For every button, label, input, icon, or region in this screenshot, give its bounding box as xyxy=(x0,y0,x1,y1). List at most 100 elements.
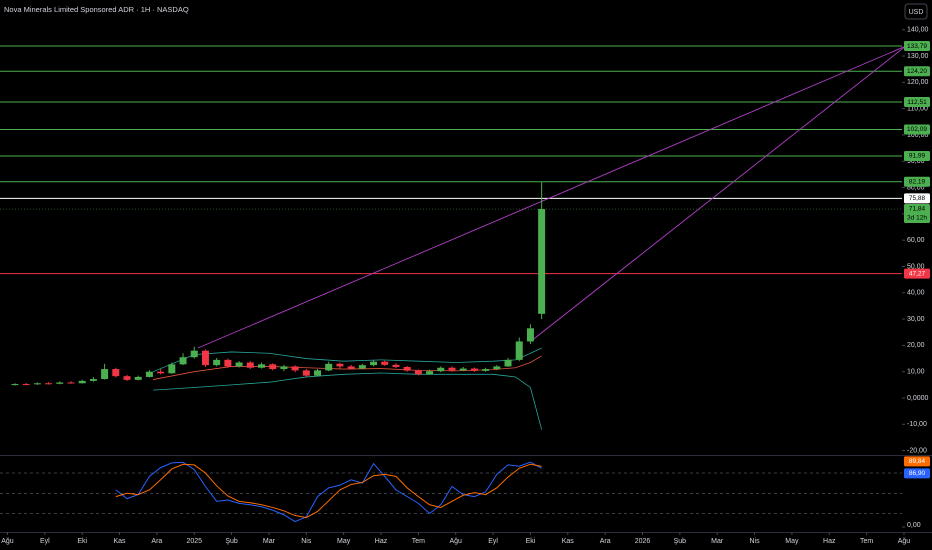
candle-body xyxy=(190,350,198,358)
x-tick-label: Nis xyxy=(301,538,312,545)
candle-body xyxy=(257,364,265,368)
candle-body xyxy=(314,370,322,376)
x-tick-label: Haz xyxy=(823,538,836,545)
y-tick-label: 50,00 xyxy=(907,263,925,270)
level-label: 91,99 xyxy=(909,153,926,160)
x-tick-label: Şub xyxy=(225,538,238,545)
y-tick-label: 130,00 xyxy=(907,53,929,60)
oscillator-value-box xyxy=(904,468,930,479)
level-label: 112,51 xyxy=(907,99,927,106)
x-tick-label: Ağu xyxy=(1,538,14,545)
candle-body xyxy=(414,370,422,375)
candle-body xyxy=(515,341,523,360)
candle-body xyxy=(168,364,176,374)
level-label: 82,19 xyxy=(909,179,926,186)
oscillator-tick-label: 0,00 xyxy=(907,522,921,529)
level-label-box xyxy=(904,268,930,279)
x-tick-label: May xyxy=(337,538,351,545)
level-label-box xyxy=(904,41,930,52)
candle-body xyxy=(347,366,355,369)
candle-body xyxy=(291,366,299,371)
currency-label[interactable]: USD xyxy=(909,9,924,16)
y-tick-label: 30,00 xyxy=(907,316,925,323)
level-label-box xyxy=(904,97,930,108)
last-price-box xyxy=(904,204,930,224)
x-tick-label: Ara xyxy=(151,538,162,545)
candle-body xyxy=(213,359,221,366)
y-tick-label: 140,00 xyxy=(907,27,929,34)
candle-body xyxy=(33,383,41,385)
level-label: 102,09 xyxy=(907,126,927,133)
candle-body xyxy=(538,209,546,314)
x-tick-label: Eki xyxy=(77,538,87,545)
candle-body xyxy=(112,369,120,377)
candle-body xyxy=(426,371,434,375)
level-label-box xyxy=(904,151,930,162)
candle-body xyxy=(448,367,456,371)
candle-body xyxy=(280,366,288,370)
candle-body xyxy=(526,328,534,342)
candle-body xyxy=(370,361,378,366)
x-tick-label: Ağu xyxy=(898,538,911,545)
candle-body xyxy=(325,363,333,371)
y-tick-label: 120,00 xyxy=(907,79,929,86)
x-tick-label: Kas xyxy=(114,538,127,545)
candle-body xyxy=(45,383,53,385)
y-tick-label: 100,00 xyxy=(907,132,929,139)
level-label-box xyxy=(904,176,930,187)
candle-body xyxy=(381,361,389,365)
currency-button[interactable] xyxy=(904,3,928,20)
x-tick-label: Mar xyxy=(263,538,276,545)
level-label: 133,79 xyxy=(907,43,927,50)
candle-body xyxy=(56,382,64,384)
x-tick-label: May xyxy=(785,538,799,545)
x-tick-label: Kas xyxy=(562,538,575,545)
candle-body xyxy=(246,362,254,368)
candle-body xyxy=(11,384,19,386)
level-label: 47,27 xyxy=(909,270,926,277)
x-tick-label: Eki xyxy=(526,538,536,545)
candle-body xyxy=(470,368,478,371)
y-tick-label: -10,00 xyxy=(907,421,927,428)
candle-body xyxy=(201,350,209,366)
chart-title: Nova Minerals Limited Sponsored ADR · 1H… xyxy=(4,5,189,14)
x-tick-label: Nis xyxy=(750,538,761,545)
candle-body xyxy=(78,380,86,384)
x-tick-label: 2025 xyxy=(186,538,202,545)
candle-body xyxy=(459,368,467,371)
oscillator-value-box xyxy=(904,456,930,467)
band-line xyxy=(153,355,542,380)
candle-body xyxy=(157,371,165,374)
trendline xyxy=(532,45,907,341)
y-tick-label: 10,00 xyxy=(907,369,925,376)
candle-body xyxy=(269,364,277,370)
level-label-box xyxy=(904,193,930,204)
candle-body xyxy=(493,366,501,370)
y-tick-label: 80,00 xyxy=(907,184,925,191)
x-tick-label: Eyl xyxy=(40,538,50,545)
candle-body xyxy=(235,362,243,367)
x-tick-label: Ağu xyxy=(449,538,462,545)
candle-body xyxy=(437,367,445,372)
candle-body xyxy=(504,359,512,367)
candle-body xyxy=(134,376,142,380)
candle-body xyxy=(224,359,232,367)
x-tick-label: Tem xyxy=(860,538,873,545)
trendline xyxy=(197,45,907,349)
candle-body xyxy=(392,364,400,367)
candle-body xyxy=(67,382,75,384)
x-tick-label: Haz xyxy=(375,538,388,545)
x-tick-label: Mar xyxy=(711,538,724,545)
level-label-box xyxy=(904,66,930,77)
band-line xyxy=(153,372,543,430)
candle-body xyxy=(145,371,153,377)
y-tick-label: 40,00 xyxy=(907,290,925,297)
candle-body xyxy=(336,363,344,367)
candle-body xyxy=(101,369,109,380)
candle-body xyxy=(403,366,411,371)
countdown-label: 3d 12h xyxy=(907,215,927,222)
candle-body xyxy=(482,369,490,371)
x-tick-label: Ara xyxy=(600,538,611,545)
